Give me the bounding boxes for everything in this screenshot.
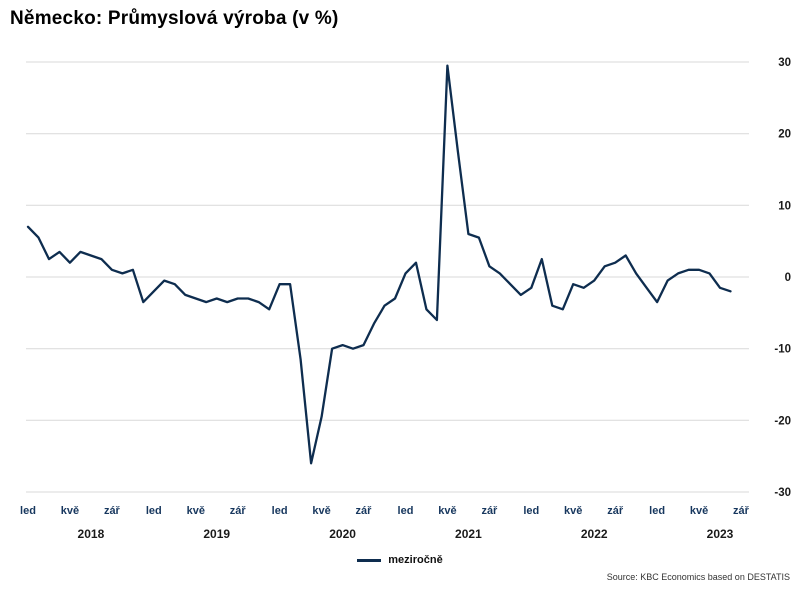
x-axis-year-label: 2022 xyxy=(581,527,608,541)
y-axis-tick-label: 30 xyxy=(778,57,791,69)
x-axis-month-label: led xyxy=(20,505,36,517)
x-axis-month-label: led xyxy=(272,505,288,517)
series-line-mezirocne xyxy=(26,64,732,465)
x-axis-month-label: kvě xyxy=(438,505,456,517)
y-axis-tick-label: 0 xyxy=(785,272,791,284)
x-axis-month-label: kvě xyxy=(312,505,330,517)
x-axis-month-label: zář xyxy=(607,505,624,517)
x-axis-year-label: 2023 xyxy=(707,527,734,541)
x-axis-month-label: led xyxy=(523,505,539,517)
legend-line-marker xyxy=(357,558,382,562)
source-attribution: Source: KBC Economics based on DESTATIS xyxy=(606,572,790,582)
x-axis-year-label: 2021 xyxy=(455,527,482,541)
chart-legend: meziročně xyxy=(0,554,800,566)
x-axis-month-label: zář xyxy=(733,505,750,517)
x-axis-year-label: 2019 xyxy=(203,527,230,541)
y-axis-tick-label: -30 xyxy=(774,487,791,499)
x-axis-month-label: kvě xyxy=(564,505,582,517)
x-axis-month-label: kvě xyxy=(61,505,79,517)
x-axis-month-label: kvě xyxy=(187,505,205,517)
x-axis-month-label: led xyxy=(649,505,665,517)
legend-series-label: meziročně xyxy=(388,554,443,566)
y-axis-tick-label: 20 xyxy=(778,129,791,141)
x-axis-year-label: 2020 xyxy=(329,527,356,541)
x-axis-month-label: zář xyxy=(481,505,498,517)
x-axis-year-label: 2018 xyxy=(78,527,105,541)
x-axis-month-label: led xyxy=(398,505,414,517)
x-axis-month-label: kvě xyxy=(690,505,708,517)
x-axis-month-label: led xyxy=(146,505,162,517)
y-axis-tick-label: -10 xyxy=(774,344,791,356)
x-axis-month-label: zář xyxy=(356,505,373,517)
y-axis-tick-label: -20 xyxy=(774,415,791,427)
x-axis-month-label: zář xyxy=(104,505,121,517)
y-axis-tick-label: 10 xyxy=(778,200,791,212)
x-axis-month-label: zář xyxy=(230,505,247,517)
chart-title: Německo: Průmyslová výroba (v %) xyxy=(10,8,339,29)
